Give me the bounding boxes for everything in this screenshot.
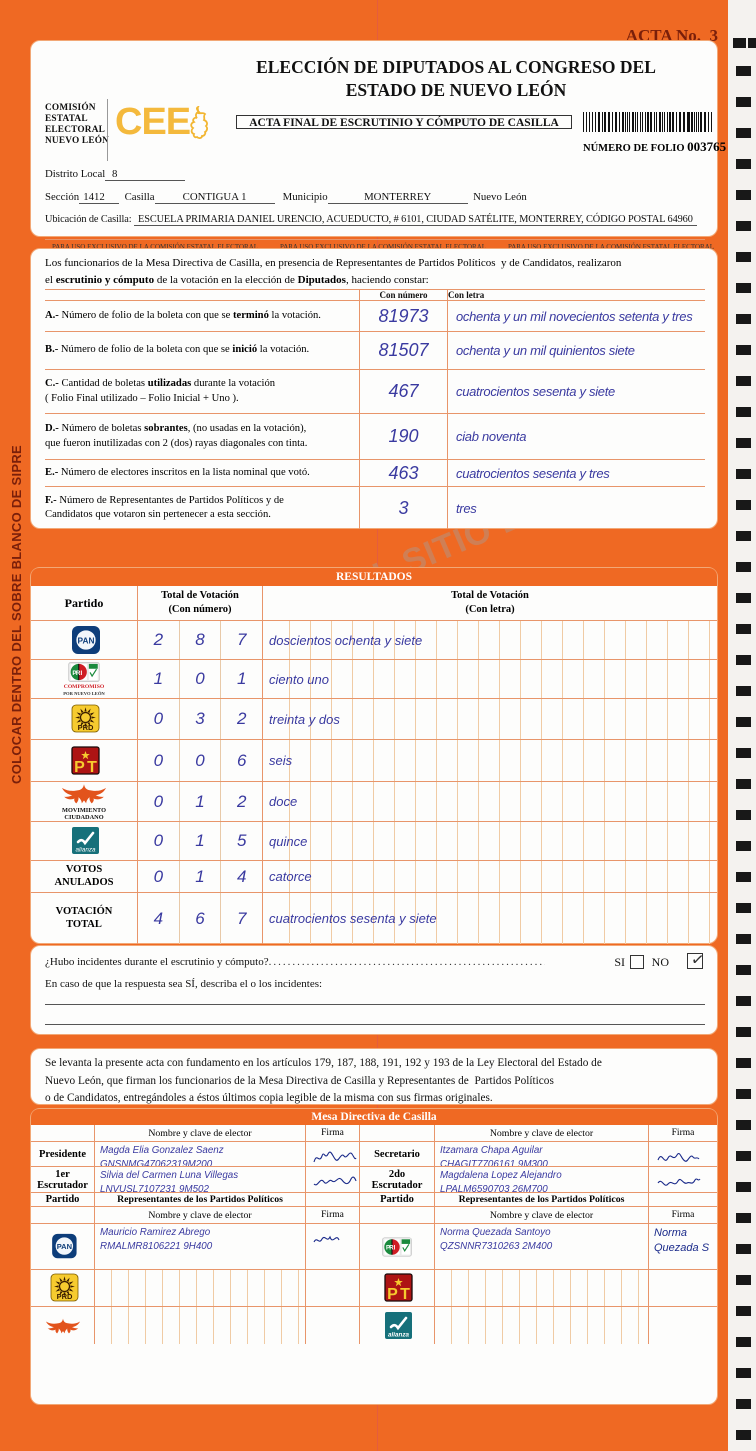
svg-text:RI: RI (76, 670, 83, 677)
svg-text:P: P (387, 1286, 398, 1303)
svg-text:T: T (87, 759, 97, 776)
svg-text:RI: RI (389, 1245, 395, 1251)
svg-text:P: P (72, 670, 76, 677)
svg-text:P: P (386, 1245, 390, 1251)
svg-text:T: T (400, 1286, 410, 1303)
svg-text:P: P (74, 759, 85, 776)
svg-text:PAN: PAN (78, 636, 95, 646)
svg-text:alianza: alianza (388, 1331, 409, 1338)
svg-text:PAN: PAN (56, 1242, 71, 1251)
svg-text:PRD: PRD (56, 1292, 72, 1301)
svg-text:PRD: PRD (78, 723, 94, 732)
svg-text:alianza: alianza (76, 847, 96, 854)
